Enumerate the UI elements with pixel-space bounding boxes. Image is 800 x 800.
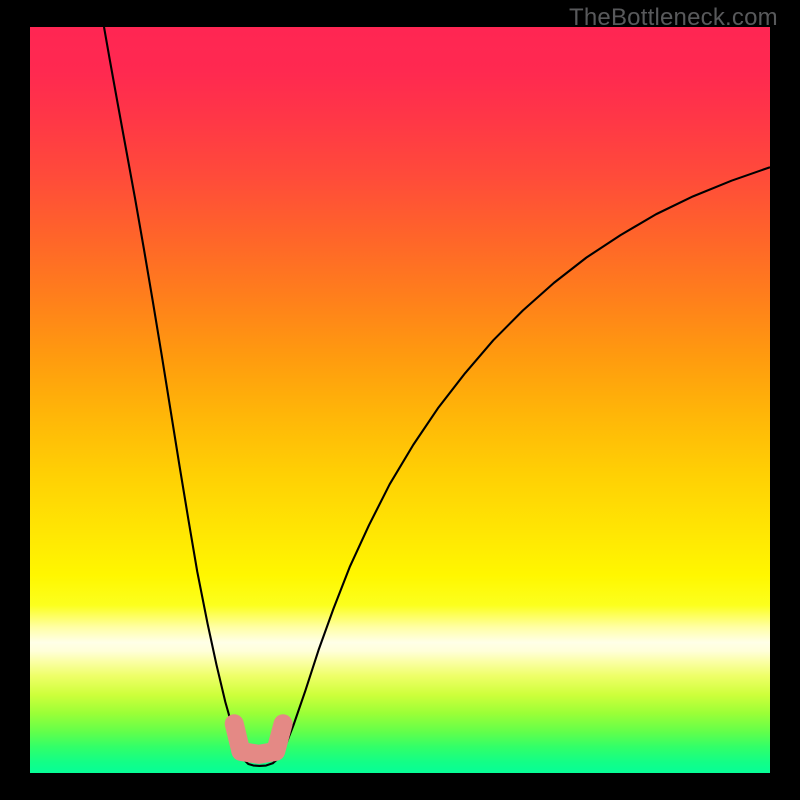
chart-stage: TheBottleneck.com — [0, 0, 800, 800]
plot-area — [30, 27, 770, 773]
gradient-background — [30, 27, 770, 773]
watermark-text: TheBottleneck.com — [569, 4, 778, 32]
bottleneck-curve-chart — [30, 27, 770, 773]
